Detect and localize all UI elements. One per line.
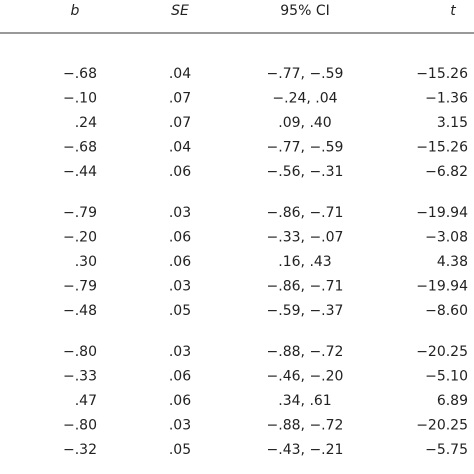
column-header: SE <box>171 3 189 19</box>
table-cell: .04 <box>169 140 191 156</box>
table-cell: −.33 <box>63 369 97 385</box>
column-header: 95% CI <box>280 3 329 19</box>
table-cell: 6.89 <box>437 393 468 409</box>
table-cell: −20.25 <box>416 418 468 434</box>
table-cell: −.43, −.21 <box>267 442 344 458</box>
table-cell: −.77, −.59 <box>267 140 344 156</box>
table-cell: .06 <box>169 230 191 246</box>
table-cell: .07 <box>169 91 191 107</box>
table-cell: −.79 <box>63 279 97 295</box>
table-cell: −15.26 <box>416 140 468 156</box>
table-cell: −6.82 <box>425 164 468 180</box>
table-cell: −.68 <box>63 140 97 156</box>
table-cell: −19.94 <box>416 205 468 221</box>
table-cell: −.56, −.31 <box>267 164 344 180</box>
table-cell: 3.15 <box>437 115 468 131</box>
table-cell: −.86, −.71 <box>267 205 344 221</box>
column-header: b <box>71 3 80 19</box>
table-cell: −.10 <box>63 91 97 107</box>
table-cell: .05 <box>169 303 191 319</box>
table-cell: −.88, −.72 <box>267 344 344 360</box>
table-cell: .24 <box>75 115 97 131</box>
table-cell: −.77, −.59 <box>267 66 344 82</box>
table-cell: .06 <box>169 164 191 180</box>
table-cell: −.33, −.07 <box>267 230 344 246</box>
column-header: t <box>450 3 456 19</box>
table-cell: .04 <box>169 66 191 82</box>
table-cell: .34, .61 <box>278 393 331 409</box>
table-cell: −.80 <box>63 418 97 434</box>
table-cell: .03 <box>169 418 191 434</box>
table-cell: −15.26 <box>416 66 468 82</box>
table-cell: .05 <box>169 442 191 458</box>
table-cell: .09, .40 <box>278 115 331 131</box>
table-cell: −.46, −.20 <box>267 369 344 385</box>
table-cell: −.86, −.71 <box>267 279 344 295</box>
table-cell: .03 <box>169 205 191 221</box>
table-cell: .47 <box>75 393 97 409</box>
table-cell: −1.36 <box>425 91 468 107</box>
table-cell: −5.75 <box>425 442 468 458</box>
table-cell: −.68 <box>63 66 97 82</box>
table-cell: .30 <box>75 254 97 270</box>
table-cell: −.32 <box>63 442 97 458</box>
table-cell: .06 <box>169 393 191 409</box>
table-cell: .06 <box>169 369 191 385</box>
table-cell: −8.60 <box>425 303 468 319</box>
table-cell: 4.38 <box>437 254 468 270</box>
table-cell: −5.10 <box>425 369 468 385</box>
table-cell: −.88, −.72 <box>267 418 344 434</box>
table-cell: −.20 <box>63 230 97 246</box>
table-cell: −.79 <box>63 205 97 221</box>
table-cell: .03 <box>169 279 191 295</box>
table-cell: −.48 <box>63 303 97 319</box>
table-cell: .16, .43 <box>278 254 331 270</box>
table-cell: −.59, −.37 <box>267 303 344 319</box>
table-cell: −19.94 <box>416 279 468 295</box>
table-cell: .07 <box>169 115 191 131</box>
table-cell: −.24, .04 <box>272 91 337 107</box>
table-cell: −3.08 <box>425 230 468 246</box>
table-cell: −.44 <box>63 164 97 180</box>
table-cell: −20.25 <box>416 344 468 360</box>
table-cell: .06 <box>169 254 191 270</box>
table-cell: −.80 <box>63 344 97 360</box>
table-cell: .03 <box>169 344 191 360</box>
